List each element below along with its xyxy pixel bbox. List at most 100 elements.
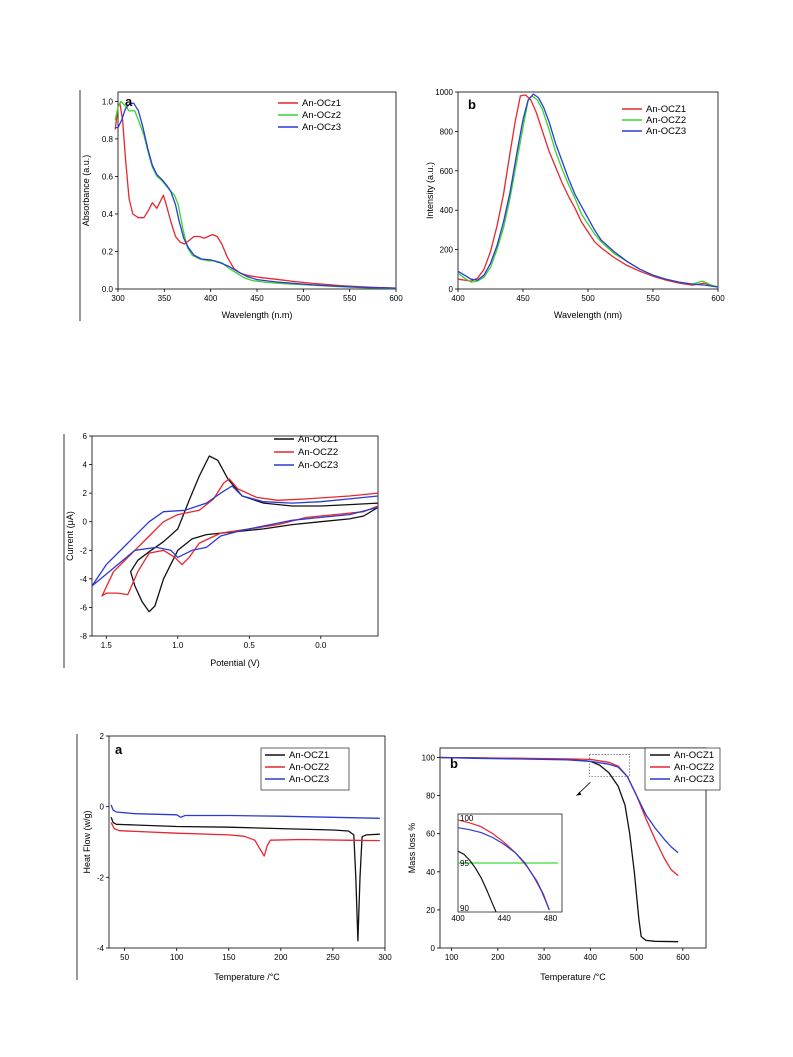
y-axis-label: Mass loss %: [407, 823, 417, 874]
legend-label-3: An-OCZ3: [674, 774, 714, 785]
legend-label-1: An-OCz1: [302, 98, 341, 109]
x-tick-label: 250: [326, 953, 340, 962]
x-tick-label: 550: [343, 294, 357, 303]
x-tick-label: 100: [170, 953, 184, 962]
y-axis-label: Current (μA): [65, 511, 75, 561]
zoom-box: [589, 754, 631, 777]
x-tick-label: 1.0: [172, 641, 184, 650]
x-tick-label: 600: [711, 294, 725, 303]
legend-label-1: An-OCZ1: [289, 750, 329, 761]
cyclic-voltammetry-chart-svg: 1.5 1.0 0.5 0.0 -8 -6 -4 -2 0 2 4 6 Potential (V) Cur…: [63, 432, 379, 668]
tga-chart: 100 200 300 400 500 600 0 20 40 60 80 100 Temperatur…: [402, 728, 727, 986]
panel-label: b: [450, 756, 458, 771]
absorbance-chart-svg: 300 350 400 450 500 550 600 0.0 0.2 0.4 0.6 0.8 1.0 W…: [79, 90, 403, 321]
legend-label-2: An-OCZ2: [646, 115, 686, 126]
inset-x-tick-label: 400: [451, 914, 465, 923]
y-tick-label: 0.4: [102, 210, 114, 219]
series-line-1: [110, 817, 380, 942]
legend-label-2: An-OCz2: [302, 110, 341, 121]
inset-x-tick-label: 440: [498, 914, 512, 923]
legend-label-1: An-OCZ1: [646, 104, 686, 115]
inset-series-line-3: [457, 827, 550, 911]
x-tick-label: 450: [250, 294, 264, 303]
y-tick-label: -2: [97, 873, 105, 882]
y-tick-label: 0: [100, 803, 105, 812]
plot-frame: [439, 747, 707, 949]
x-tick-label: 600: [676, 953, 690, 962]
plot-frame: [91, 435, 379, 637]
legend-label-3: An-OCZ3: [298, 460, 338, 471]
x-tick-label: 100: [445, 953, 459, 962]
x-tick-label: 300: [378, 953, 392, 962]
y-tick-label: 2: [83, 489, 88, 498]
plot-frame: [117, 91, 397, 290]
x-tick-label: 300: [111, 294, 125, 303]
x-tick-label: 550: [646, 294, 660, 303]
plot-frame: [108, 735, 386, 949]
legend-label-2: An-OCZ2: [674, 762, 714, 773]
y-tick-label: 0: [449, 285, 454, 294]
series-line-3: [91, 485, 379, 587]
x-tick-label: 600: [389, 294, 403, 303]
x-tick-label: 50: [120, 953, 129, 962]
x-tick-label: 500: [297, 294, 311, 303]
y-tick-label: 80: [426, 792, 435, 801]
legend-label-2: An-OCZ2: [298, 447, 338, 458]
y-tick-label: 600: [440, 167, 454, 176]
inset-y-tick-label: 90: [460, 904, 469, 913]
dsc-chart: 50 100 150 200 250 300 -4 -2 0 2 Temperature /°C He…: [75, 728, 400, 986]
x-tick-label: 200: [274, 953, 288, 962]
series-line-1: [129, 455, 379, 613]
y-tick-label: 0.2: [102, 247, 114, 256]
y-tick-label: 1000: [435, 88, 453, 97]
y-tick-label: 0: [83, 518, 88, 527]
x-tick-label: 300: [537, 953, 551, 962]
x-tick-label: 0.5: [244, 641, 256, 650]
legend-label-3: An-OCZ3: [289, 774, 329, 785]
zoom-arrowhead: [576, 791, 582, 796]
x-axis-label: Potential (V): [210, 658, 260, 668]
y-tick-label: 0.8: [102, 135, 114, 144]
x-tick-label: 0.0: [315, 641, 327, 650]
absorbance-chart: 300 350 400 450 500 550 600 0.0 0.2 0.4 0.6 0.8 1.0 W…: [78, 88, 408, 323]
dsc-chart-svg: 50 100 150 200 250 300 -4 -2 0 2 Temperature /°C He…: [76, 732, 392, 982]
y-axis-label: Heat Flow (w/g): [82, 810, 92, 873]
panel-label: a: [125, 94, 133, 109]
inset-series-line-1: [457, 850, 497, 913]
x-axis-label: Wavelength (nm): [554, 310, 622, 320]
y-tick-label: -4: [80, 575, 88, 584]
y-tick-label: -8: [80, 632, 88, 641]
series-line-1: [114, 102, 397, 289]
legend-label-2: An-OCZ2: [289, 762, 329, 773]
series-line-3: [115, 102, 397, 289]
y-tick-label: 100: [422, 754, 436, 763]
y-tick-label: 1.0: [102, 97, 114, 106]
y-tick-label: 400: [440, 206, 454, 215]
x-tick-label: 500: [581, 294, 595, 303]
legend-label-3: An-OCz3: [302, 122, 341, 133]
series-line-3: [110, 804, 380, 819]
y-tick-label: -6: [80, 603, 88, 612]
photoluminescence-chart: 400 450 500 550 600 0 200 400 600 800 1000 Waveleng…: [422, 88, 727, 323]
tga-chart-svg: 100 200 300 400 500 600 0 20 40 60 80 100 Temperatur…: [407, 747, 721, 982]
x-axis-label: Temperature /°C: [214, 972, 280, 982]
x-tick-label: 400: [451, 294, 465, 303]
y-tick-label: -4: [97, 944, 105, 953]
y-tick-label: 4: [83, 461, 88, 470]
y-axis-label: Intensity (a.u.): [425, 162, 435, 219]
inset-x-tick-label: 480: [544, 914, 558, 923]
series-line-2: [101, 478, 379, 597]
x-axis-label: Wavelength (n.m): [222, 310, 293, 320]
panel-label: a: [115, 742, 123, 757]
y-tick-label: 0.0: [102, 285, 114, 294]
y-tick-label: 2: [100, 732, 105, 741]
y-tick-label: 20: [426, 906, 435, 915]
photoluminescence-chart-svg: 400 450 500 550 600 0 200 400 600 800 1000 Waveleng…: [425, 88, 725, 320]
x-tick-label: 450: [516, 294, 530, 303]
x-tick-label: 150: [222, 953, 236, 962]
inset-y-tick-label: 95: [460, 859, 469, 868]
y-tick-label: 6: [83, 432, 88, 441]
series-line-2: [110, 822, 380, 857]
legend-label-1: An-OCZ1: [674, 750, 714, 761]
inset-y-tick-label: 100: [460, 814, 474, 823]
